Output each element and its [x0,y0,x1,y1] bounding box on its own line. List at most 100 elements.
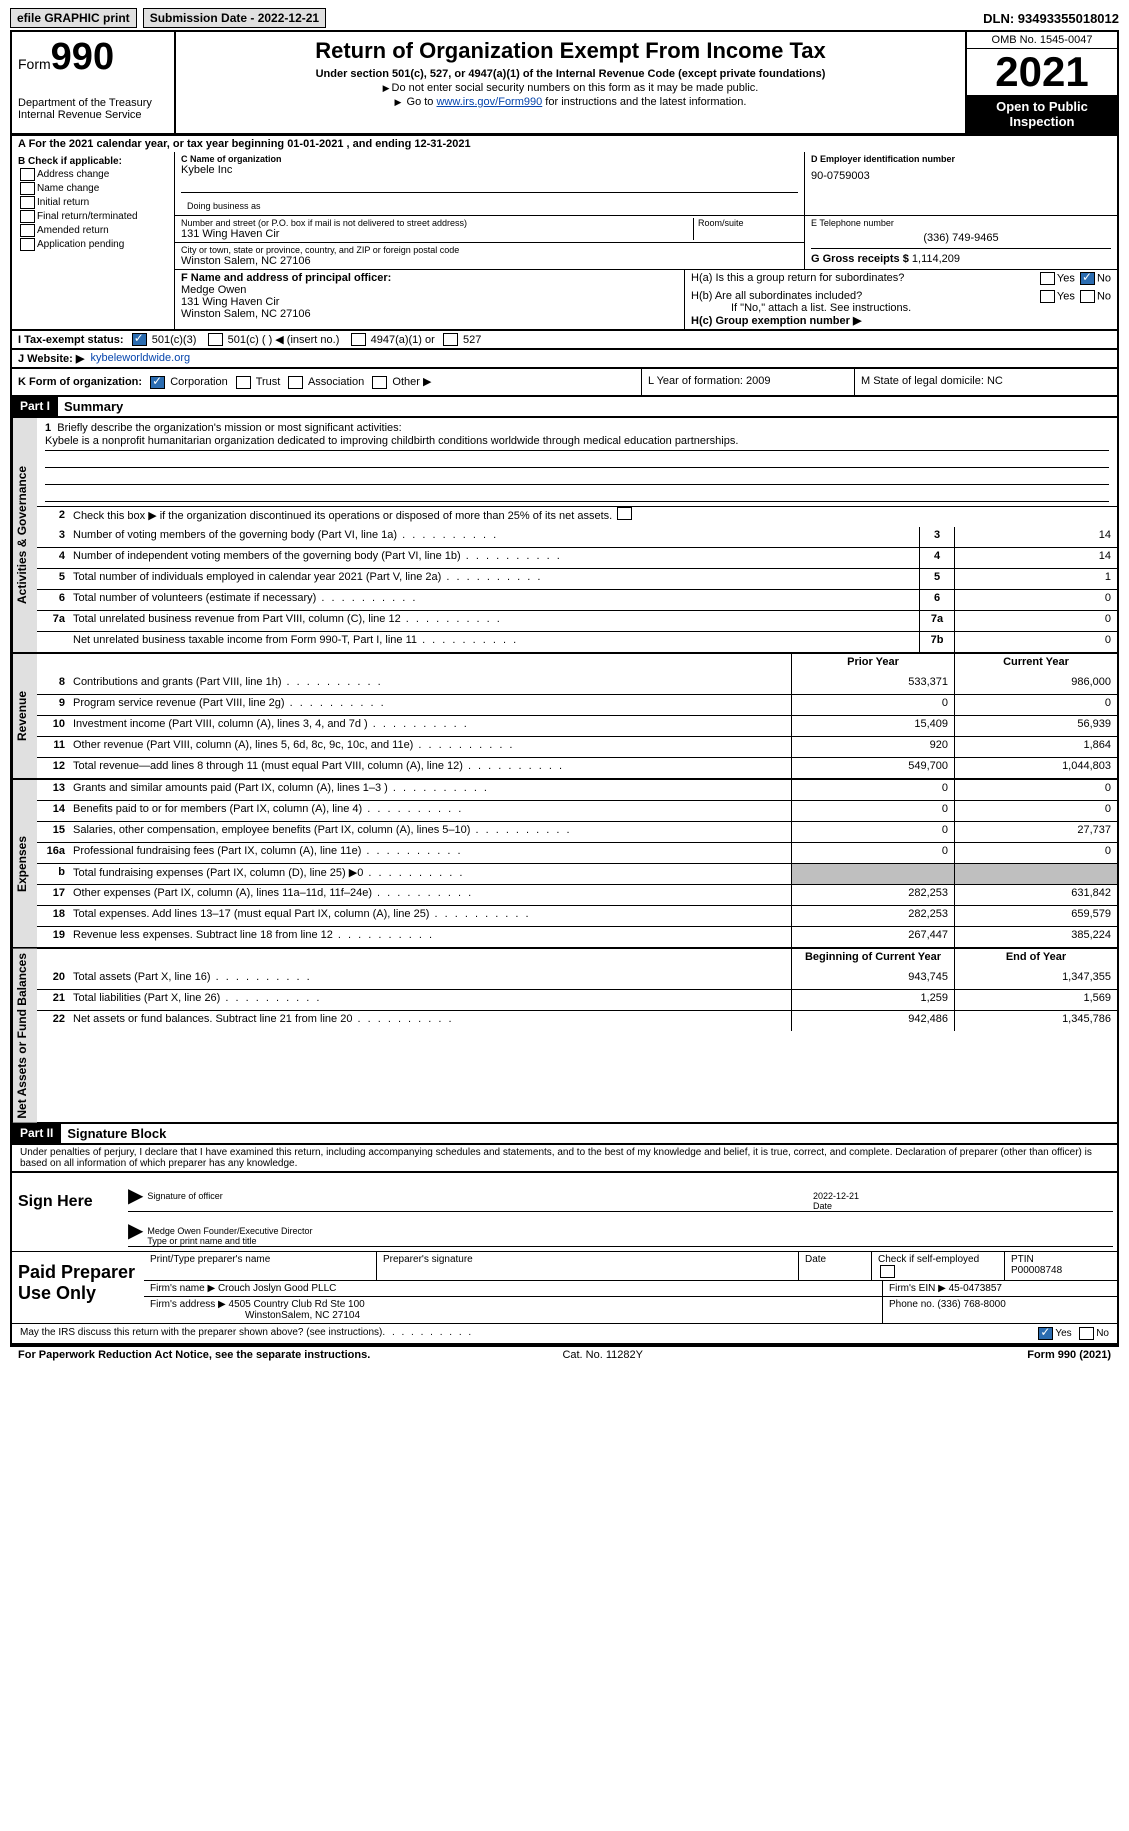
firm-addr2: WinstonSalem, NC 27104 [245,1310,876,1321]
check-other[interactable] [372,376,387,389]
firm-name-label: Firm's name ▶ [150,1283,215,1294]
sig-arrow-icon: ▶ [128,1226,143,1246]
col-end: End of Year [954,949,1117,969]
street-label: Number and street (or P.O. box if mail i… [181,218,693,228]
firm-ein-label: Firm's EIN ▶ [889,1283,946,1294]
h-b: H(b) Are all subordinates included? Yes … [691,290,1111,302]
irs-label: Internal Revenue Service [18,109,168,121]
ptin-label: PTIN [1011,1254,1111,1265]
street: 131 Wing Haven Cir [181,228,693,240]
prep-date-label: Date [799,1252,872,1280]
city-label: City or town, state or province, country… [181,245,798,255]
prep-phone-label: Phone no. [889,1299,935,1310]
printed-name: Medge Owen Founder/Executive Director [147,1226,1113,1236]
paid-preparer-label: Paid Preparer Use Only [12,1252,144,1323]
form-title: Return of Organization Exempt From Incom… [182,38,959,64]
firm-ein: 45-0473857 [949,1283,1002,1294]
line-a: A For the 2021 calendar year, or tax yea… [10,136,1119,152]
vert-expenses: Expenses [12,780,37,947]
ptin: P00008748 [1011,1265,1111,1276]
org-name: Kybele Inc [181,164,798,176]
section-b: B Check if applicable: Address change Na… [10,152,1119,331]
check-initial[interactable]: Initial return [18,196,168,209]
website-row: J Website: ▶ kybeleworldwide.org [10,350,1119,369]
vert-governance: Activities & Governance [12,418,37,652]
check-trust[interactable] [236,376,251,389]
form-subtitle: Under section 501(c), 527, or 4947(a)(1)… [182,68,959,80]
dept-label: Department of the Treasury [18,97,168,109]
website-link[interactable]: kybeleworldwide.org [90,352,190,365]
footer-left: For Paperwork Reduction Act Notice, see … [18,1349,370,1361]
prep-sig-label: Preparer's signature [377,1252,799,1280]
printed-label: Type or print name and title [147,1236,1113,1246]
line1-label: Briefly describe the organization's miss… [57,422,401,434]
footer-mid: Cat. No. 11282Y [562,1349,643,1361]
k-row: K Form of organization: Corporation Trus… [10,369,1119,397]
check-assoc[interactable] [288,376,303,389]
prep-name-label: Print/Type preparer's name [144,1252,377,1280]
dln: DLN: 93493355018012 [983,11,1119,26]
check-501c3[interactable] [132,333,147,346]
check-name[interactable]: Name change [18,182,168,195]
net-assets-section: Net Assets or Fund Balances Beginning of… [10,949,1119,1125]
dba-label: Doing business as [181,192,798,213]
governance-section: Activities & Governance 1 Briefly descri… [10,418,1119,654]
firm-name: Crouch Joslyn Good PLLC [218,1283,336,1294]
check-corp[interactable] [150,376,165,389]
discuss-yes[interactable] [1038,1327,1053,1340]
sign-here-label: Sign Here [12,1173,104,1251]
note-ssn: Do not enter social security numbers on … [182,82,959,94]
vert-net-assets: Net Assets or Fund Balances [12,949,37,1123]
firm-addr-label: Firm's address ▶ [150,1299,226,1310]
vert-revenue: Revenue [12,654,37,778]
discuss-no[interactable] [1079,1327,1094,1340]
expenses-section: Expenses 13 Grants and similar amounts p… [10,780,1119,949]
year-formation: L Year of formation: 2009 [641,369,854,395]
check-address[interactable]: Address change [18,168,168,181]
room-label: Room/suite [693,218,798,240]
omb-number: OMB No. 1545-0047 [967,32,1117,49]
b-label: B Check if applicable: [18,156,122,167]
sig-date-val: 2022-12-21 [813,1191,1113,1201]
topbar: efile GRAPHIC print Submission Date - 20… [10,8,1119,28]
check-amended[interactable]: Amended return [18,224,168,237]
open-inspection: Open to Public Inspection [967,95,1117,133]
check-501c[interactable] [208,333,223,346]
f-label: F Name and address of principal officer: [181,272,678,284]
signature-block: Under penalties of perjury, I declare th… [10,1145,1119,1345]
form-header: Form990 Department of the Treasury Inter… [10,30,1119,136]
irs-link[interactable]: www.irs.gov/Form990 [436,96,542,108]
officer-addr2: Winston Salem, NC 27106 [181,308,678,320]
col-current: Current Year [954,654,1117,674]
penalty-text: Under penalties of perjury, I declare th… [12,1145,1117,1171]
efile-button[interactable]: efile GRAPHIC print [10,8,137,28]
city: Winston Salem, NC 27106 [181,255,798,267]
tax-exempt-row: I Tax-exempt status: 501(c)(3) 501(c) ( … [10,331,1119,350]
phone: (336) 749-9465 [811,232,1111,244]
form-number: Form990 [18,36,168,79]
h-b-note: If "No," attach a list. See instructions… [731,302,1111,314]
tax-year: 2021 [967,49,1117,95]
part2-bar: Part II Signature Block [10,1124,1119,1145]
sig-arrow-icon: ▶ [128,1191,143,1211]
footer: For Paperwork Reduction Act Notice, see … [10,1345,1119,1363]
g-label: G Gross receipts $ [811,253,909,265]
state-domicile: M State of legal domicile: NC [854,369,1117,395]
officer-name: Medge Owen [181,284,678,296]
ein: 90-0759003 [811,170,1111,182]
check-pending[interactable]: Application pending [18,238,168,251]
check-final[interactable]: Final return/terminated [18,210,168,223]
submission-date: Submission Date - 2022-12-21 [143,8,326,28]
discuss-text: May the IRS discuss this return with the… [20,1327,382,1340]
check-4947[interactable] [351,333,366,346]
sig-officer-label: Signature of officer [147,1191,813,1211]
revenue-section: Revenue Prior Year Current Year 8 Contri… [10,654,1119,780]
check-527[interactable] [443,333,458,346]
line2-text: Check this box ▶ if the organization dis… [69,507,1117,527]
part1-bar: Part I Summary [10,397,1119,418]
sig-date-label: Date [813,1201,1113,1211]
mission-text: Kybele is a nonprofit humanitarian organ… [45,434,1109,451]
footer-right: Form 990 (2021) [1027,1349,1111,1361]
note-goto: Go to www.irs.gov/Form990 for instructio… [182,96,959,108]
prep-check[interactable]: Check if self-employed [872,1252,1005,1280]
